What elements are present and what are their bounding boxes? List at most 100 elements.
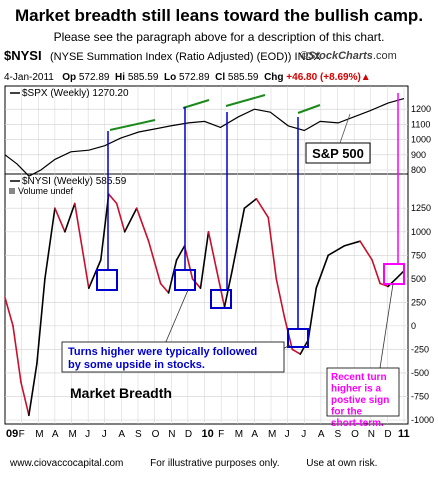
nysi-segment xyxy=(199,231,210,290)
x-axis: 09 F M A M J J A S O N D 10 F M A M J J A S O N D 11 xyxy=(6,428,410,440)
footer-site: www.ciovaccocapital.com xyxy=(10,458,124,469)
nysi-tick-label: -1000 xyxy=(411,415,434,425)
recent-turn-text: Recent turn higher is a postive sign for th… xyxy=(331,372,389,429)
spx-tick-label: 800 xyxy=(411,165,426,175)
sp500-label-box xyxy=(305,142,371,164)
nysi-y-axis: -1000 -750 -500 -250 0 250 500 750 1000 1250 xyxy=(411,203,434,425)
spx-y-axis: 800 900 1000 1100 1200 xyxy=(411,104,431,175)
footer: www.ciovaccocapital.com For illustrative… xyxy=(10,458,401,469)
nysi-segment xyxy=(191,277,202,290)
x-tick-label: F xyxy=(218,429,224,440)
x-tick-label: 09 xyxy=(6,428,18,440)
turn-box-2 xyxy=(174,269,196,291)
stockcharts-logo: ©StockCharts.com xyxy=(300,50,397,62)
x-tick-label: J xyxy=(285,429,290,440)
op-label: Op xyxy=(62,72,77,83)
symbol-label: $NYSI xyxy=(4,48,42,63)
nysi-series-line xyxy=(4,193,405,417)
logo-suffix: .com xyxy=(372,50,397,62)
nysi-tick-label: 500 xyxy=(411,274,426,284)
footer-risk: Use at own risk. xyxy=(306,458,378,469)
annotation-line: by some upside in stocks. xyxy=(68,359,205,371)
x-tick-label: J xyxy=(301,429,306,440)
sp500-label-pointer xyxy=(339,113,351,144)
nysi-segment xyxy=(267,216,278,280)
nysi-segment xyxy=(135,207,150,242)
x-tick-label: O xyxy=(351,429,359,440)
cl-label: Cl xyxy=(215,72,226,83)
annotation-line: short-term. xyxy=(331,418,384,429)
nysi-segment xyxy=(207,231,218,271)
nysi-segment xyxy=(64,202,76,233)
nysi-segment xyxy=(4,296,14,327)
x-tick-label: D xyxy=(384,429,391,440)
nysi-segment xyxy=(44,207,56,280)
nysi-segment xyxy=(175,245,186,261)
x-tick-label: S xyxy=(335,429,342,440)
nysi-segment xyxy=(395,269,405,280)
nysi-segment xyxy=(371,259,381,285)
x-tick-label: 11 xyxy=(398,428,410,440)
quote-date: 4-Jan-2011 xyxy=(4,72,54,83)
x-tick-label: O xyxy=(152,429,160,440)
x-tick-label: A xyxy=(318,429,325,440)
turn-box-4 xyxy=(287,328,309,348)
nysi-segment xyxy=(36,277,46,365)
nysi-segment xyxy=(291,348,302,355)
nysi-segment xyxy=(231,207,246,271)
spx-series-line xyxy=(4,98,405,177)
x-tick-label: J xyxy=(85,429,90,440)
highlight-box xyxy=(383,263,405,285)
trend-line-4 xyxy=(297,104,321,114)
turns-higher-box xyxy=(61,341,285,373)
x-tick-label: D xyxy=(185,429,192,440)
spx-tick-label: 1000 xyxy=(411,135,431,145)
nysi-segment xyxy=(243,198,258,209)
hi-label: Hi xyxy=(115,72,126,83)
hi-value: 585.59 xyxy=(127,72,159,83)
cl-value: 585.59 xyxy=(227,72,259,83)
lo-value: 572.89 xyxy=(178,72,210,83)
chart-subtitle: Please see the paragraph above for a des… xyxy=(53,30,385,44)
nysi-segment xyxy=(315,254,330,290)
x-tick-label: A xyxy=(52,429,59,440)
spx-legend: $SPX (Weekly) 1270.20 xyxy=(22,88,129,99)
nysi-segment xyxy=(343,240,361,247)
chg-label: Chg xyxy=(264,72,284,83)
nysi-segment xyxy=(275,277,286,318)
x-tick-label: F xyxy=(19,429,25,440)
nysi-segment xyxy=(28,362,38,417)
nysi-segment xyxy=(159,282,170,294)
nysi-tick-label: -250 xyxy=(411,344,429,354)
nysi-tick-label: -500 xyxy=(411,368,429,378)
nysi-segment xyxy=(107,193,118,205)
trend-line-2 xyxy=(182,99,210,109)
x-tick-label: A xyxy=(118,429,125,440)
chart-title: Market breadth still leans toward the bu… xyxy=(14,6,424,25)
x-tick-label: M xyxy=(268,429,276,440)
nysi-tick-label: 250 xyxy=(411,297,426,307)
sp500-label: S&P 500 xyxy=(312,146,364,161)
turn-box-3 xyxy=(210,289,232,309)
recent-turn-box xyxy=(326,367,400,417)
spx-tick-label: 1100 xyxy=(411,119,430,129)
highlight-pointer xyxy=(379,283,394,369)
nysi-segment xyxy=(20,381,30,417)
volume-label: Volume undef xyxy=(18,186,74,196)
nysi-segment xyxy=(387,277,397,288)
lo-label: Lo xyxy=(163,72,177,83)
nysi-segment xyxy=(74,202,90,290)
nysi-tick-label: 1250 xyxy=(411,203,431,213)
chg-arrow-icon: ▲ xyxy=(360,72,371,83)
op-value: 572.89 xyxy=(78,72,110,83)
volume-icon xyxy=(9,188,15,194)
turn-box-1 xyxy=(96,269,118,291)
annotation-line: postive sign xyxy=(331,395,389,406)
x-tick-label: S xyxy=(135,429,142,440)
chg-value: +46.80 (+8.69%) xyxy=(286,72,361,83)
footer-disclaimer: For illustrative purposes only. xyxy=(150,458,280,469)
x-tick-label: N xyxy=(368,429,375,440)
annotation-line: for the xyxy=(331,407,363,418)
x-tick-label: M xyxy=(235,429,243,440)
